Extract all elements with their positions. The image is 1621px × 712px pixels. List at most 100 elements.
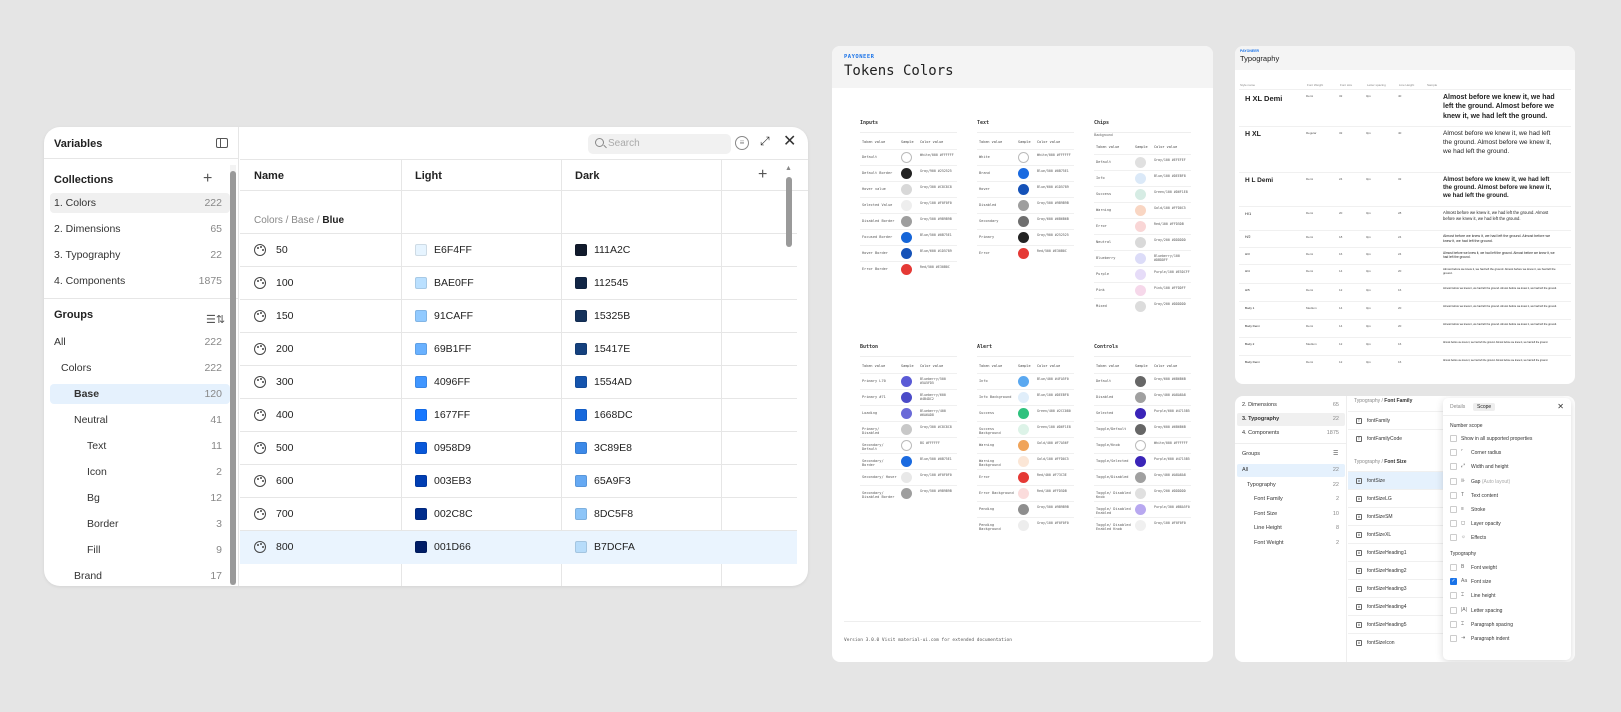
dark-swatch[interactable] — [575, 343, 587, 355]
scope-checkbox[interactable] — [1450, 463, 1457, 471]
group-item[interactable]: Fill 9 — [50, 540, 230, 560]
column-dark[interactable]: Dark — [575, 170, 600, 182]
group-item[interactable]: Colors 222 — [50, 358, 230, 378]
close-icon[interactable]: ✕ — [783, 133, 797, 150]
scope-checkbox[interactable] — [1450, 592, 1457, 600]
scope-option[interactable]: ⌜ Corner radius — [1450, 447, 1568, 459]
dark-swatch[interactable] — [575, 508, 587, 520]
light-swatch[interactable] — [415, 376, 427, 388]
scope-option[interactable]: ☼ Effects — [1450, 532, 1568, 544]
scope-checkbox[interactable] — [1450, 564, 1457, 571]
group-item[interactable]: Font Weight 2 — [1237, 537, 1345, 550]
scope-option[interactable]: Show in all supported properties — [1450, 433, 1568, 445]
collection-item[interactable]: 3. Typography 22 — [50, 245, 230, 265]
variable-row[interactable]: # fontSizeHeading4 — [1348, 597, 1448, 615]
scope-option[interactable]: ◻ Layer opacity — [1450, 518, 1568, 530]
light-swatch[interactable] — [415, 343, 427, 355]
add-collection-button[interactable]: + — [203, 170, 213, 187]
group-item[interactable]: Font Family 2 — [1237, 493, 1345, 506]
column-light[interactable]: Light — [415, 170, 442, 182]
variable-row[interactable]: # fontSizeIcon — [1348, 633, 1448, 651]
scope-option[interactable]: |A| Letter spacing — [1450, 605, 1568, 617]
group-item[interactable]: Neutral 41 — [50, 410, 230, 430]
column-name[interactable]: Name — [254, 170, 284, 182]
scope-option[interactable]: ⊪ Gap (Auto layout) — [1450, 476, 1568, 488]
collection-item[interactable]: 4. Components 1875 — [50, 271, 230, 291]
dark-swatch[interactable] — [575, 409, 587, 421]
scope-option[interactable]: ✓ Aa Font size — [1450, 576, 1568, 588]
table-row[interactable]: 200 69B1FF 15417E — [240, 332, 797, 366]
table-row[interactable]: 500 0958D9 3C89E8 — [240, 431, 797, 465]
scope-checkbox[interactable] — [1450, 620, 1457, 628]
collection-item[interactable]: 2. Dimensions 65 — [1237, 399, 1345, 412]
scope-checkbox[interactable] — [1450, 506, 1457, 513]
group-item[interactable]: Icon 2 — [50, 462, 230, 482]
sort-groups-icon[interactable]: ☰ — [1333, 451, 1339, 457]
group-item[interactable]: Line Height 8 — [1237, 522, 1345, 535]
search-input[interactable]: Search — [588, 134, 731, 154]
dark-swatch[interactable] — [575, 244, 587, 256]
variable-row[interactable]: # fontSizeHeading5 — [1348, 615, 1448, 633]
variable-row[interactable]: # fontSizeHeading2 — [1348, 561, 1448, 579]
scope-checkbox[interactable] — [1450, 449, 1457, 457]
light-swatch[interactable] — [415, 277, 427, 289]
variable-row[interactable]: # fontSizeHeading1 — [1348, 543, 1448, 561]
group-item[interactable]: All 222 — [50, 332, 230, 352]
tab-details[interactable]: Details — [1450, 404, 1466, 410]
light-swatch[interactable] — [415, 244, 427, 256]
dark-swatch[interactable] — [575, 376, 587, 388]
scope-checkbox[interactable] — [1450, 606, 1457, 614]
dark-swatch[interactable] — [575, 475, 587, 487]
toggle-sidebar-icon[interactable] — [216, 138, 228, 148]
light-swatch[interactable] — [415, 409, 427, 421]
scope-option[interactable]: T Text content — [1450, 490, 1568, 502]
scope-checkbox[interactable] — [1450, 635, 1457, 642]
close-icon[interactable]: ✕ — [1557, 402, 1564, 411]
group-item[interactable]: Base 120 — [50, 384, 230, 404]
scope-checkbox[interactable]: ✓ — [1450, 578, 1457, 586]
group-item[interactable]: Bg 12 — [50, 488, 230, 508]
scope-checkbox[interactable] — [1450, 491, 1457, 499]
light-swatch[interactable] — [415, 310, 427, 322]
table-row[interactable]: 400 1677FF 1668DC — [240, 398, 797, 432]
scope-checkbox[interactable] — [1450, 435, 1457, 442]
group-item[interactable]: Border 3 — [50, 514, 230, 534]
dark-swatch[interactable] — [575, 442, 587, 454]
scope-option[interactable]: ⌶ Paragraph spacing — [1450, 619, 1568, 631]
group-item[interactable]: Font Size 10 — [1237, 508, 1345, 521]
scope-checkbox[interactable] — [1450, 520, 1457, 528]
tab-scope[interactable]: Scope — [1473, 403, 1496, 411]
scope-option[interactable]: ⇥ Paragraph indent — [1450, 633, 1568, 645]
variable-row[interactable]: # fontSizeSM — [1348, 507, 1448, 525]
variable-row[interactable]: # fontSizeLG — [1348, 489, 1448, 507]
light-swatch[interactable] — [415, 508, 427, 520]
variable-row[interactable]: # fontSize — [1348, 471, 1448, 489]
collection-item[interactable]: 2. Dimensions 65 — [50, 219, 230, 239]
dark-swatch[interactable] — [575, 277, 587, 289]
scope-option[interactable]: ≡ Stroke — [1450, 504, 1568, 516]
table-row[interactable]: 600 003EB3 65A9F3 — [240, 464, 797, 498]
table-row[interactable]: 150 91CAFF 15325B — [240, 299, 797, 333]
expand-icon[interactable]: ⤢ — [760, 134, 770, 148]
filter-icon[interactable]: ≡ — [735, 136, 749, 150]
collection-item[interactable]: 4. Components 1875 — [1237, 427, 1345, 440]
sidebar-scrollbar[interactable] — [230, 165, 236, 585]
light-swatch[interactable] — [415, 442, 427, 454]
scope-option[interactable]: B Font weight — [1450, 562, 1568, 574]
light-swatch[interactable] — [415, 475, 427, 487]
dark-swatch[interactable] — [575, 541, 587, 553]
scope-checkbox[interactable] — [1450, 477, 1457, 485]
variable-row[interactable]: # fontSizeHeading3 — [1348, 579, 1448, 597]
collection-item[interactable]: 3. Typography 22 — [1237, 413, 1345, 426]
group-item[interactable]: Typography 22 — [1237, 479, 1345, 492]
light-swatch[interactable] — [415, 541, 427, 553]
scope-option[interactable]: ⌶ Line height — [1450, 590, 1568, 602]
variable-row[interactable]: # fontSizeXL — [1348, 525, 1448, 543]
scope-option[interactable]: ⤢ Width and height — [1450, 461, 1568, 473]
table-row[interactable]: 50 E6F4FF 111A2C — [240, 233, 797, 267]
table-scrollbar[interactable]: ▲ — [785, 165, 793, 585]
group-item[interactable]: All 22 — [1237, 464, 1345, 477]
collection-item[interactable]: 1. Colors 222 — [50, 193, 230, 213]
